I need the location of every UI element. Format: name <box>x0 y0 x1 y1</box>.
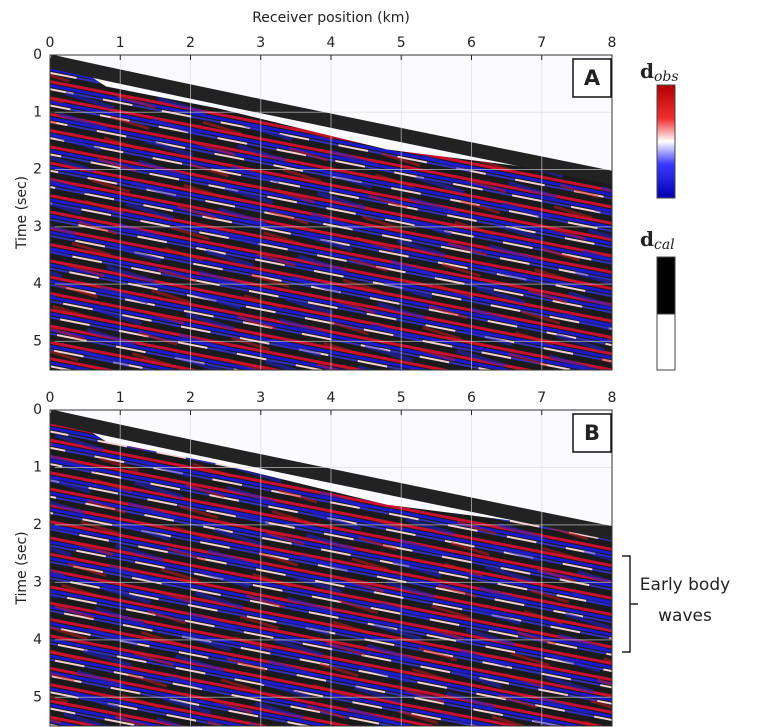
y-tick-label: 1 <box>33 104 42 120</box>
panel-frame <box>49 54 613 371</box>
y-tick-label: 5 <box>33 333 42 349</box>
x-tick-label: 3 <box>256 390 265 406</box>
x-tick-label: 0 <box>46 35 55 51</box>
x-tick-label: 1 <box>116 35 125 51</box>
x-tick-label: 7 <box>537 35 546 51</box>
colorbar-obs <box>656 84 676 199</box>
colorbar-subscript: cal <box>654 237 675 253</box>
panel-frame <box>49 409 613 727</box>
x-tick-label: 6 <box>467 35 476 51</box>
colorbar-subscript: obs <box>654 69 679 85</box>
y-tick-label: 4 <box>33 276 42 292</box>
y-tick-label: 0 <box>33 402 42 418</box>
panel-label: A <box>584 66 601 90</box>
colorbar-symbol: d <box>640 227 654 251</box>
y-tick-label: 3 <box>33 219 42 235</box>
y-tick-label: 3 <box>33 574 42 590</box>
x-tick-label: 3 <box>256 35 265 51</box>
x-tick-label: 5 <box>397 390 406 406</box>
y-tick-label: 1 <box>33 459 42 475</box>
colorbar-label: dobs <box>640 59 679 86</box>
x-tick-label: 0 <box>46 390 55 406</box>
x-tick-label: 5 <box>397 35 406 51</box>
colorbar-cal-top <box>656 256 676 315</box>
panel-label: B <box>584 421 600 445</box>
x-tick-label: 7 <box>537 390 546 406</box>
panel-label-box <box>572 58 612 98</box>
x-axis-label: Receiver position (km) <box>252 10 410 26</box>
panel-label-box <box>572 413 612 453</box>
x-tick-label: 2 <box>186 390 195 406</box>
x-tick-label: 8 <box>608 390 617 406</box>
y-axis-label: Time (sec) <box>14 176 30 250</box>
y-tick-label: 2 <box>33 517 42 533</box>
x-tick-label: 6 <box>467 390 476 406</box>
colorbar-cal-bottom <box>656 313 676 371</box>
colorbar-symbol: d <box>640 59 654 83</box>
y-tick-label: 4 <box>33 632 42 648</box>
y-tick-label: 0 <box>33 47 42 63</box>
bracket <box>622 555 638 653</box>
y-axis-label: Time (sec) <box>14 531 30 605</box>
x-tick-label: 2 <box>186 35 195 51</box>
x-tick-label: 8 <box>608 35 617 51</box>
annotation: waves <box>658 606 712 626</box>
y-tick-label: 5 <box>33 689 42 705</box>
x-tick-label: 4 <box>327 35 336 51</box>
x-tick-label: 1 <box>116 390 125 406</box>
annotation: Early body <box>640 575 730 595</box>
x-tick-label: 4 <box>327 390 336 406</box>
y-tick-label: 2 <box>33 162 42 178</box>
colorbar-label: dcal <box>640 227 675 254</box>
